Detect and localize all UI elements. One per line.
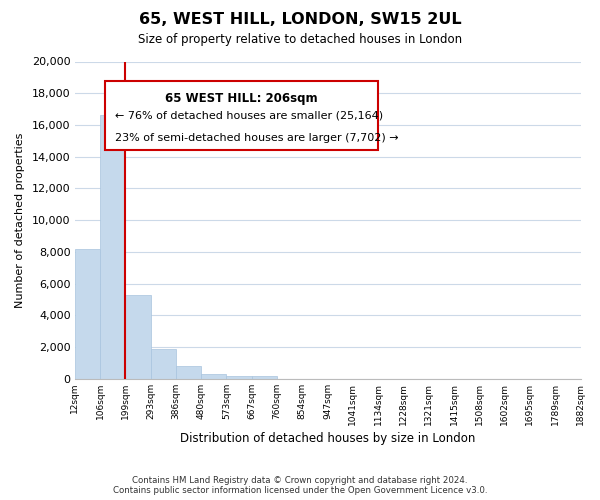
Text: 65 WEST HILL: 206sqm: 65 WEST HILL: 206sqm: [166, 92, 318, 104]
Text: 23% of semi-detached houses are larger (7,702) →: 23% of semi-detached houses are larger (…: [115, 133, 399, 143]
Text: ← 76% of detached houses are smaller (25,164): ← 76% of detached houses are smaller (25…: [115, 110, 383, 120]
Bar: [100, 116, 125, 379]
Bar: [75, 248, 100, 379]
Bar: [201, 374, 226, 379]
Bar: [226, 376, 252, 379]
Text: Contains HM Land Registry data © Crown copyright and database right 2024.
Contai: Contains HM Land Registry data © Crown c…: [113, 476, 487, 495]
Bar: [252, 376, 277, 379]
FancyBboxPatch shape: [105, 80, 378, 150]
Bar: [125, 294, 151, 379]
Y-axis label: Number of detached properties: Number of detached properties: [15, 132, 25, 308]
Text: Size of property relative to detached houses in London: Size of property relative to detached ho…: [138, 32, 462, 46]
Bar: [151, 350, 176, 379]
X-axis label: Distribution of detached houses by size in London: Distribution of detached houses by size …: [180, 432, 475, 445]
Bar: [176, 366, 201, 379]
Text: 65, WEST HILL, LONDON, SW15 2UL: 65, WEST HILL, LONDON, SW15 2UL: [139, 12, 461, 28]
